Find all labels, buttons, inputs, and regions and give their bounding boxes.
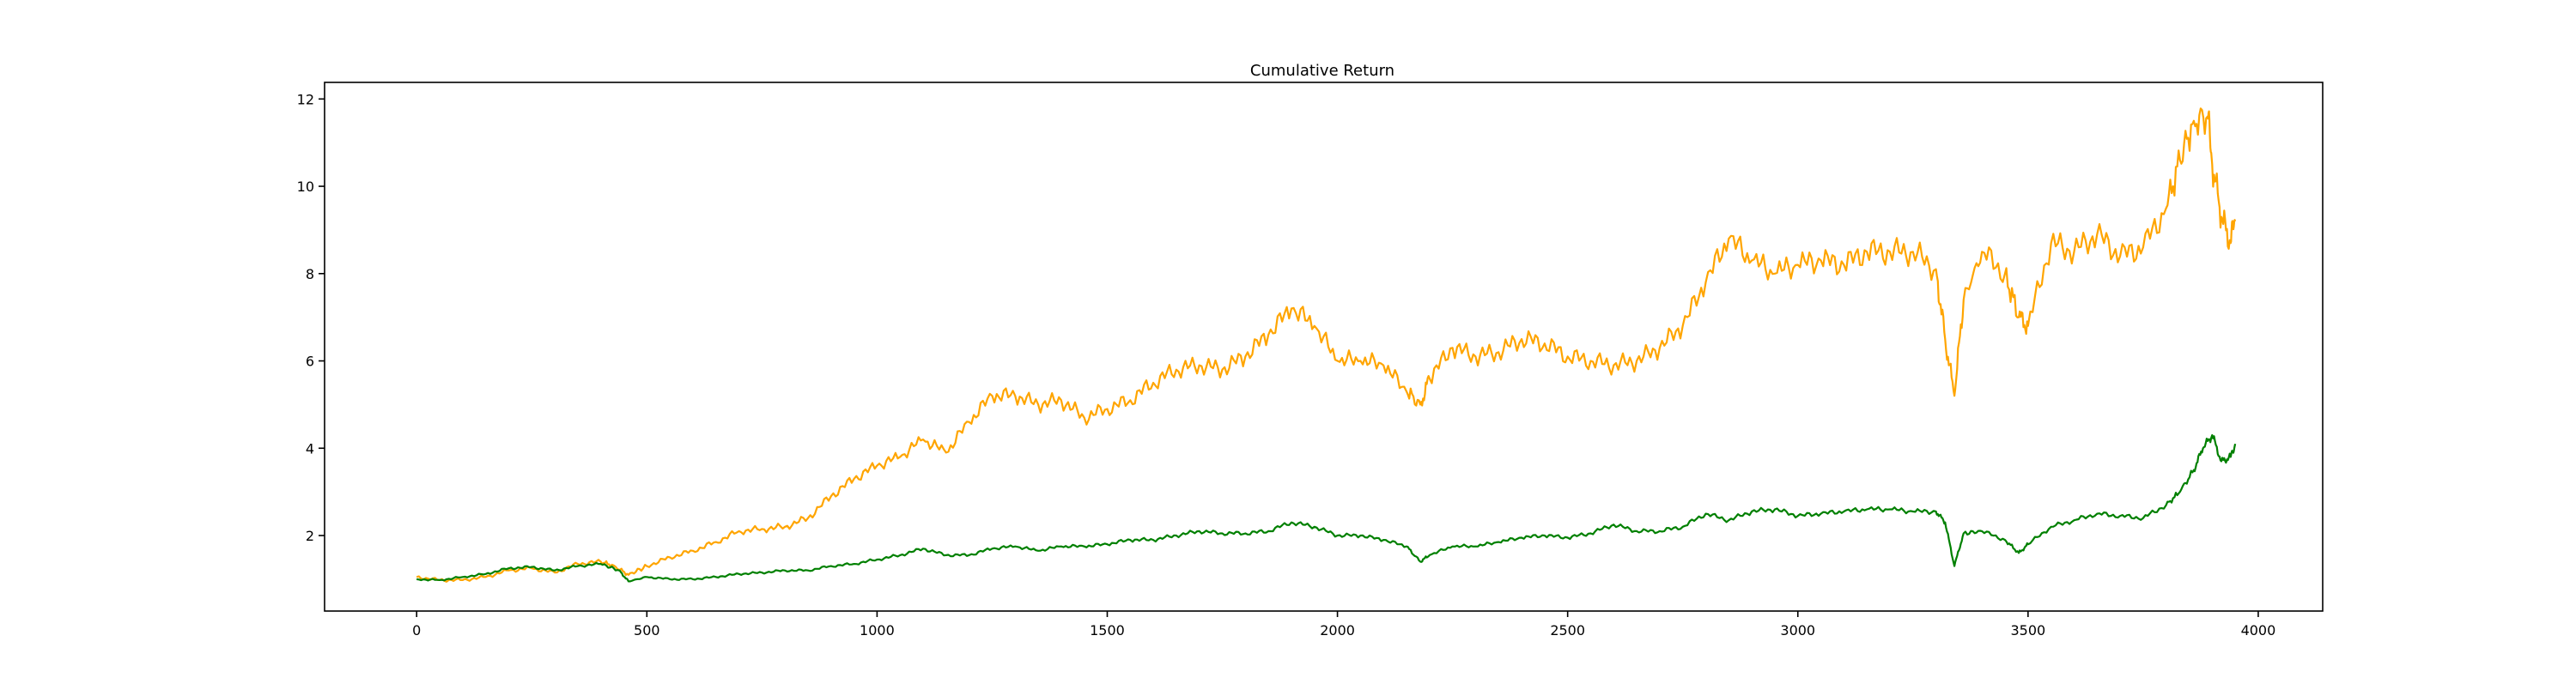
x-tick-label: 1000 [860, 622, 895, 639]
chart-title: Cumulative Return [1250, 62, 1394, 80]
x-tick-label: 2000 [1320, 622, 1355, 639]
x-tick-label: 4000 [2241, 622, 2276, 639]
axes-layer: 0 500 1000 1500 2000 2500 3000 3500 4000 2 4 6 8 10 12 [297, 82, 2324, 639]
series-line-2 [416, 433, 2237, 583]
series-layer [416, 107, 2237, 583]
plot-frame [324, 82, 2324, 612]
series-line-1 [416, 107, 2237, 583]
x-tick-label: 2500 [1550, 622, 1585, 639]
x-tick-label: 3500 [2010, 622, 2045, 639]
y-tick-label: 8 [306, 266, 314, 282]
x-tick-label: 0 [412, 622, 421, 639]
y-tick-label: 4 [306, 440, 314, 457]
y-tick-label: 12 [297, 91, 314, 107]
y-tick-label: 2 [306, 528, 314, 544]
x-tick-label: 3000 [1780, 622, 1815, 639]
y-tick-label: 6 [306, 354, 314, 370]
x-tick-label: 1500 [1090, 622, 1125, 639]
y-tick-label: 10 [297, 179, 314, 195]
x-tick-label: 500 [634, 622, 660, 639]
